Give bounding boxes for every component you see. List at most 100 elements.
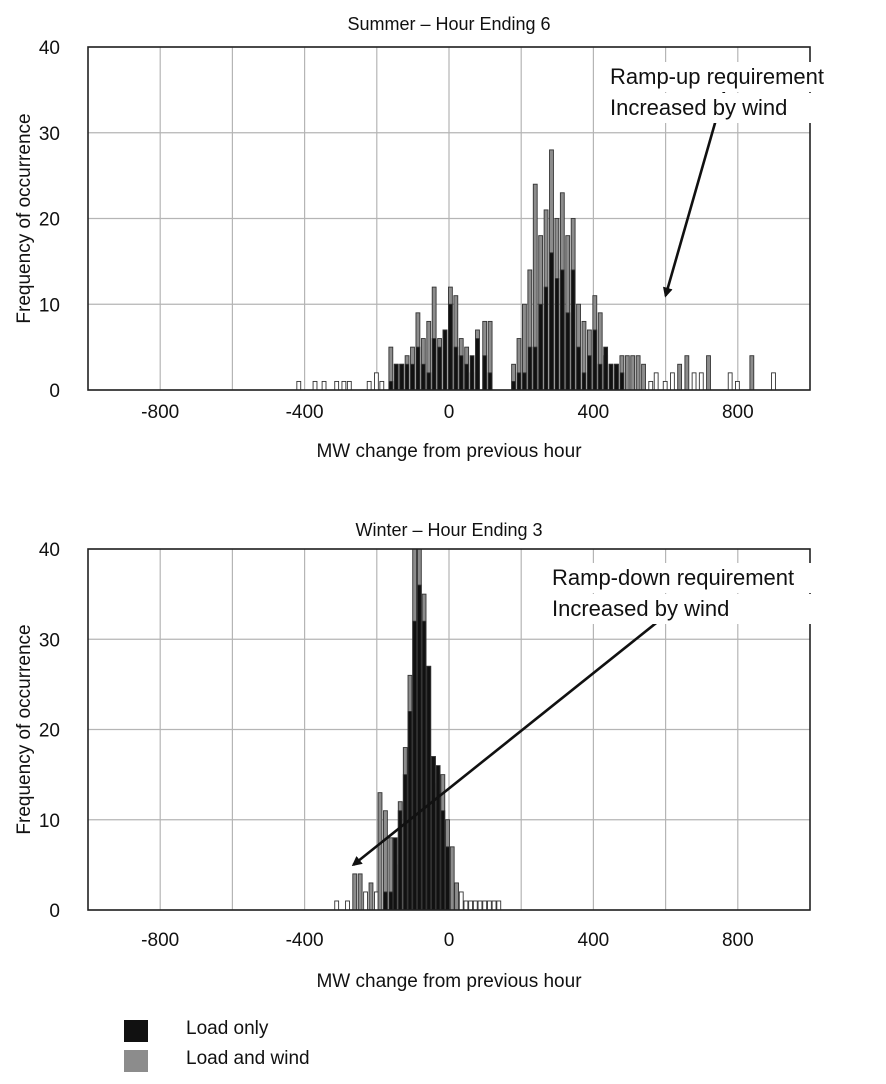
plot-frame: [87, 548, 811, 911]
bar-load-only: [445, 846, 450, 911]
bar-load-and-wind: [346, 380, 352, 391]
bar-load-and-wind: [449, 846, 455, 911]
bar-load-only: [619, 372, 625, 391]
bar-load-only: [435, 765, 441, 911]
bar-load-only: [399, 363, 405, 391]
x-tick-label: 0: [444, 402, 455, 423]
bar-load-only: [404, 363, 410, 391]
chart-0: -800 -400 0 400 800 0 10 20 30 40 Summer – Hour En…: [14, 14, 886, 462]
x-tick-label: -800: [141, 930, 179, 951]
bar-load-and-wind: [677, 363, 683, 391]
bar-load-and-wind: [454, 882, 459, 911]
x-tick-label: 400: [578, 402, 610, 423]
bar-load-and-wind: [463, 900, 469, 911]
bar-load-only: [608, 363, 614, 391]
annotation-text: Ramp-up requirement: [610, 64, 824, 89]
bar-load-only: [393, 363, 399, 391]
load-and-wind-swatch: [124, 1050, 148, 1072]
bar-load-only: [437, 346, 442, 391]
bar-load-only: [581, 372, 587, 391]
bar-load-and-wind: [345, 900, 350, 911]
bar-load-only: [402, 774, 408, 911]
y-tick-label: 20: [39, 210, 60, 231]
bar-load-only: [511, 380, 516, 391]
bar-load-and-wind: [735, 380, 740, 391]
bar-load-only: [603, 346, 609, 391]
bar-load-only: [416, 584, 422, 911]
chart-1: -800 -400 0 400 800 0 10 20 30 40 Winter – Hour En…: [14, 520, 838, 992]
bar-load-and-wind: [321, 380, 327, 391]
bar-load-only: [559, 269, 565, 391]
bar-load-and-wind: [352, 873, 358, 911]
bar-load-only: [448, 303, 453, 391]
x-axis-label: MW change from previous hour: [316, 441, 582, 462]
y-tick-label: 0: [49, 381, 60, 402]
bar-load-and-wind: [363, 891, 368, 911]
bar-load-only: [592, 329, 598, 391]
bar-load-only: [410, 363, 415, 391]
bar-load-only: [453, 346, 459, 391]
bar-load-and-wind: [357, 873, 363, 911]
bar-load-only: [532, 346, 538, 391]
bar-load-only: [407, 711, 413, 911]
annotation-text: Increased by wind: [610, 95, 787, 120]
bar-load-and-wind: [477, 900, 483, 911]
bar-load-and-wind: [670, 372, 675, 391]
bar-load-only: [388, 380, 394, 391]
bar-load-only: [597, 363, 603, 391]
y-tick-label: 10: [39, 295, 60, 316]
bar-load-and-wind: [496, 900, 502, 911]
x-tick-label: -800: [141, 402, 179, 423]
legend-label-load-only: Load only: [186, 1018, 269, 1039]
bar-load-and-wind: [698, 372, 704, 391]
bar-load-and-wind: [379, 380, 385, 391]
bar-load-only: [420, 363, 426, 391]
bar-load-only: [442, 329, 448, 391]
bar-load-only: [586, 355, 592, 391]
bar-load-only: [554, 278, 560, 391]
bar-load-and-wind: [312, 380, 318, 391]
bar-load-only: [614, 363, 619, 391]
x-tick-label: 0: [444, 930, 455, 951]
bar-load-and-wind: [296, 380, 302, 391]
bar-load-and-wind: [341, 380, 347, 391]
bar-load-only: [440, 810, 446, 911]
bar-load-and-wind: [458, 891, 464, 911]
bar-load-and-wind: [771, 372, 776, 391]
bar-load-only: [538, 303, 544, 391]
plot-frame: [87, 46, 811, 391]
x-tick-label: 800: [722, 402, 754, 423]
bar-load-and-wind: [749, 355, 755, 391]
bar-load-and-wind: [366, 380, 372, 391]
bar-load-only: [516, 372, 522, 391]
bar-load-and-wind: [624, 355, 630, 391]
bar-load-only: [415, 346, 421, 391]
annotation-bg: [548, 594, 838, 624]
bar-load-and-wind: [662, 380, 668, 391]
bar-load-only: [576, 346, 581, 391]
bar-load-and-wind: [377, 792, 383, 911]
annotation-text: Ramp-down requirement: [552, 565, 794, 590]
y-axis-label: Frequency of occurrence: [14, 113, 35, 323]
y-tick-label: 40: [39, 38, 60, 59]
bar-load-only: [482, 355, 488, 391]
bar-load-only: [392, 837, 398, 911]
y-tick-label: 40: [39, 540, 60, 561]
bar-load-only: [464, 363, 470, 391]
bar-load-only: [412, 620, 418, 911]
bar-load-only: [388, 891, 394, 911]
bar-load-and-wind: [706, 355, 711, 391]
bar-load-and-wind: [368, 882, 374, 911]
bar-load-and-wind: [334, 900, 340, 911]
bar-load-only: [431, 338, 437, 391]
bar-load-and-wind: [472, 900, 478, 911]
y-axis-label: Frequency of occurrence: [14, 624, 35, 834]
bar-load-only: [565, 312, 571, 391]
bar-load-only: [421, 620, 427, 911]
bar-load-only: [469, 355, 475, 391]
annotation-bg: [606, 93, 886, 123]
bar-load-only: [458, 355, 464, 391]
annotation-bg: [548, 563, 838, 593]
load-only-swatch: [124, 1020, 148, 1042]
